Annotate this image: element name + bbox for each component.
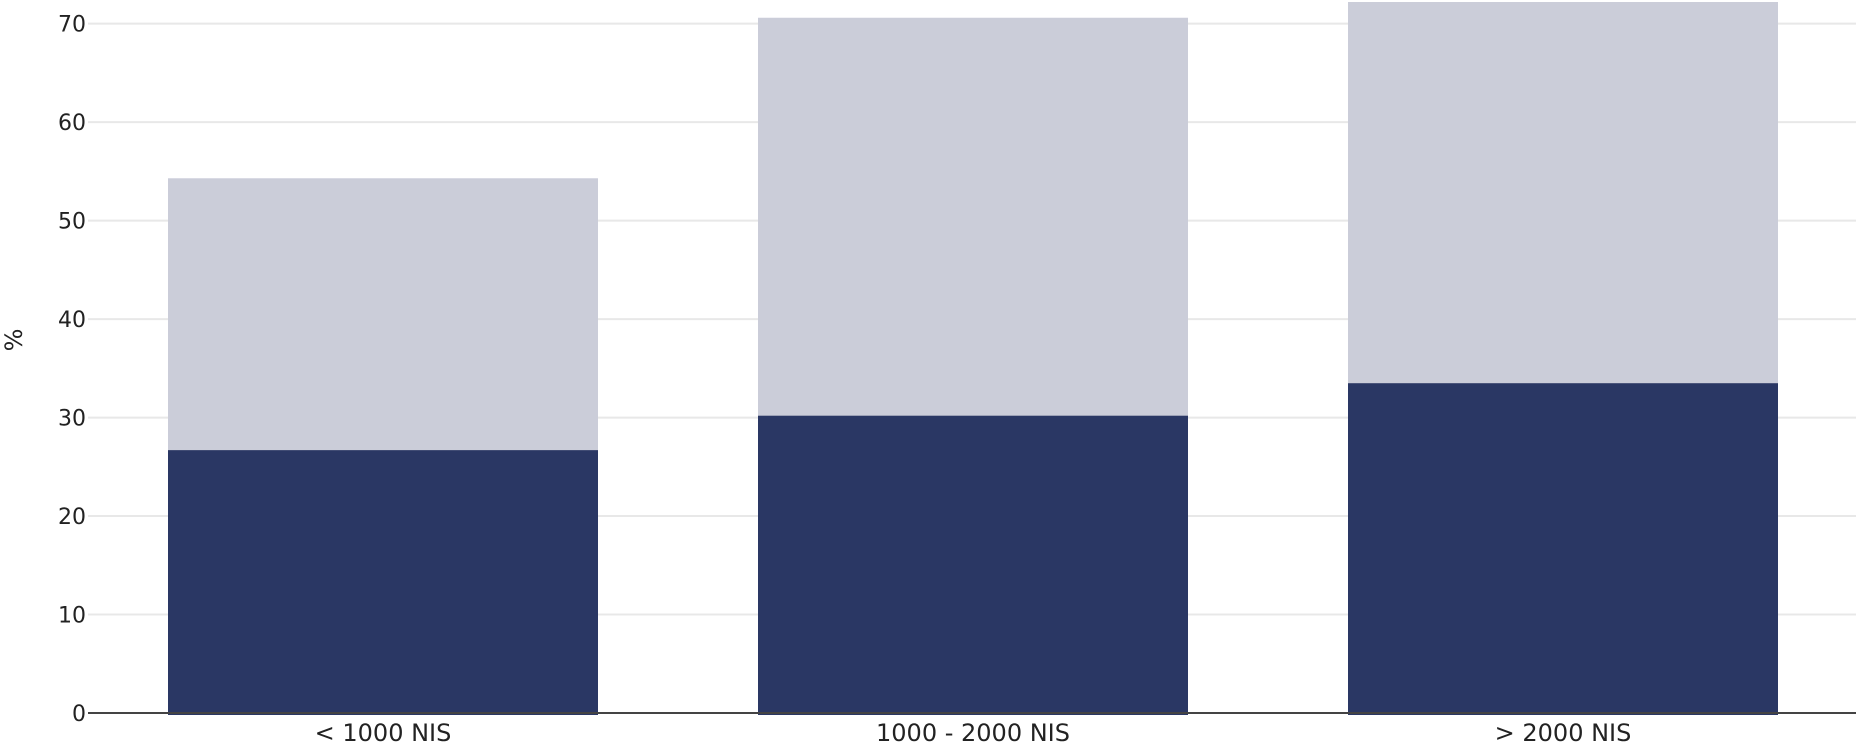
x-category-label: 1000 - 2000 NIS <box>876 719 1070 744</box>
y-tick-label: 70 <box>58 13 86 38</box>
y-axis-title: % <box>0 329 28 352</box>
y-axis-ticks: 0 10 20 30 40 50 60 70 <box>58 13 86 727</box>
bar-segment-lower-1 <box>758 415 1188 715</box>
bar-segment-upper-2 <box>1348 2 1778 384</box>
bar-segment-lower-0 <box>168 450 598 715</box>
bar-segment-upper-1 <box>758 17 1188 416</box>
bar-segment-lower-2 <box>1348 383 1778 715</box>
y-tick-label: 20 <box>58 505 86 530</box>
y-tick-label: 60 <box>58 111 86 136</box>
y-tick-label: 40 <box>58 308 86 333</box>
y-tick-label: 0 <box>72 702 86 727</box>
x-category-label: < 1000 NIS <box>315 719 452 744</box>
bars <box>168 2 1778 715</box>
y-tick-label: 30 <box>58 407 86 432</box>
y-tick-label: 50 <box>58 210 86 235</box>
y-tick-label: 10 <box>58 604 86 629</box>
x-category-label: > 2000 NIS <box>1495 719 1632 744</box>
x-axis-categories: < 1000 NIS 1000 - 2000 NIS > 2000 NIS <box>315 719 1632 744</box>
bar-segment-upper-0 <box>168 178 598 451</box>
